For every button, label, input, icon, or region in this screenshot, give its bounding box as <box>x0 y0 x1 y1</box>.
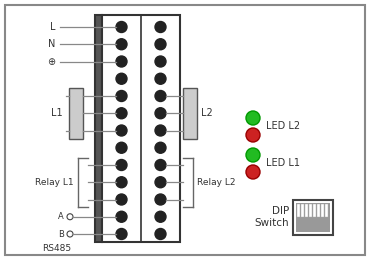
Circle shape <box>155 90 166 101</box>
Circle shape <box>155 125 166 136</box>
Text: LED L2: LED L2 <box>266 121 300 131</box>
Bar <box>309 204 312 217</box>
Text: ⊕: ⊕ <box>47 56 55 67</box>
Text: L2: L2 <box>201 108 213 118</box>
Bar <box>325 204 328 217</box>
Circle shape <box>155 159 166 171</box>
Bar <box>183 88 197 139</box>
Circle shape <box>155 22 166 32</box>
Circle shape <box>116 39 127 50</box>
Bar <box>69 88 83 139</box>
Circle shape <box>155 142 166 153</box>
Circle shape <box>246 111 260 125</box>
Circle shape <box>67 231 73 237</box>
Bar <box>95 15 102 242</box>
Circle shape <box>155 177 166 188</box>
Text: L1: L1 <box>51 108 63 118</box>
Circle shape <box>116 73 127 84</box>
Text: N: N <box>48 39 55 49</box>
Text: L: L <box>50 22 55 32</box>
Circle shape <box>116 159 127 171</box>
Circle shape <box>116 229 127 239</box>
Circle shape <box>116 177 127 188</box>
Circle shape <box>155 56 166 67</box>
Circle shape <box>116 211 127 222</box>
Circle shape <box>155 229 166 239</box>
Text: RS485: RS485 <box>43 244 71 253</box>
Text: A: A <box>58 212 64 221</box>
Bar <box>313 204 316 217</box>
Text: Relay L2: Relay L2 <box>197 178 235 187</box>
Circle shape <box>155 73 166 84</box>
Bar <box>296 203 330 232</box>
Bar <box>305 204 308 217</box>
Circle shape <box>155 194 166 205</box>
Circle shape <box>116 90 127 101</box>
Circle shape <box>116 142 127 153</box>
Circle shape <box>116 108 127 119</box>
Bar <box>301 204 304 217</box>
Text: DIP: DIP <box>272 206 289 216</box>
Circle shape <box>155 39 166 50</box>
Circle shape <box>155 211 166 222</box>
Circle shape <box>155 108 166 119</box>
Circle shape <box>246 148 260 162</box>
Text: LED L1: LED L1 <box>266 158 300 168</box>
Bar <box>102 15 180 242</box>
Circle shape <box>116 22 127 32</box>
Bar <box>293 200 333 235</box>
Text: Switch: Switch <box>255 218 289 228</box>
Circle shape <box>246 165 260 179</box>
Bar <box>297 204 300 217</box>
Text: Relay L1: Relay L1 <box>36 178 74 187</box>
Circle shape <box>246 128 260 142</box>
Circle shape <box>116 125 127 136</box>
Circle shape <box>67 214 73 220</box>
Circle shape <box>116 56 127 67</box>
Text: B: B <box>58 230 64 238</box>
Bar <box>321 204 324 217</box>
Circle shape <box>116 194 127 205</box>
Bar <box>317 204 320 217</box>
